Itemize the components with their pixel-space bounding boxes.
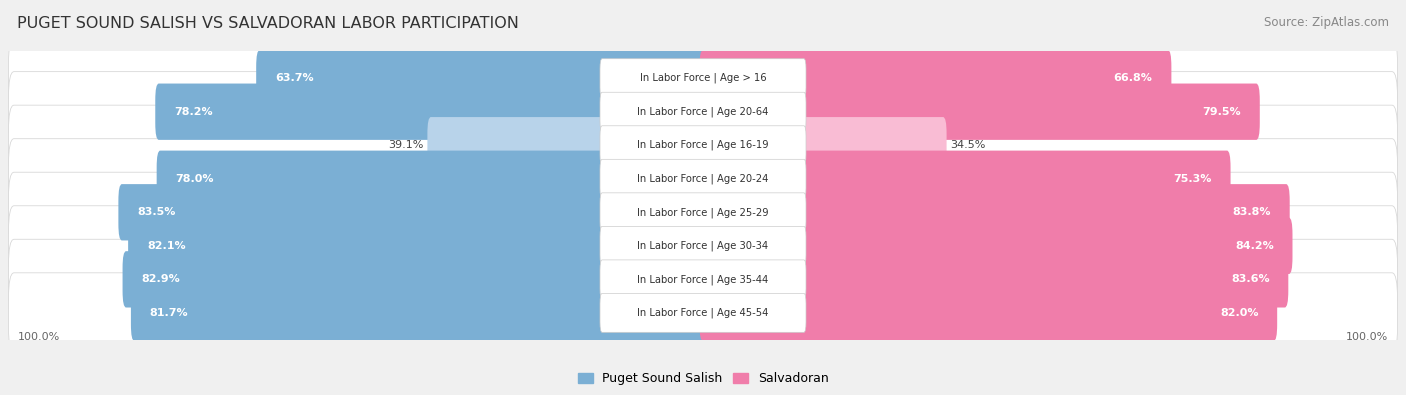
Text: 100.0%: 100.0% — [17, 332, 59, 342]
Text: In Labor Force | Age 20-64: In Labor Force | Age 20-64 — [637, 106, 769, 117]
FancyBboxPatch shape — [427, 117, 706, 173]
Text: In Labor Force | Age > 16: In Labor Force | Age > 16 — [640, 73, 766, 83]
Text: 34.5%: 34.5% — [950, 140, 986, 150]
Text: 78.2%: 78.2% — [174, 107, 212, 117]
FancyBboxPatch shape — [700, 117, 946, 173]
Text: 82.9%: 82.9% — [142, 275, 180, 284]
FancyBboxPatch shape — [700, 251, 1288, 308]
Text: 63.7%: 63.7% — [276, 73, 314, 83]
FancyBboxPatch shape — [8, 172, 1398, 252]
Text: 83.8%: 83.8% — [1233, 207, 1271, 217]
FancyBboxPatch shape — [155, 83, 706, 140]
Text: In Labor Force | Age 30-34: In Labor Force | Age 30-34 — [637, 241, 769, 251]
Text: 81.7%: 81.7% — [149, 308, 188, 318]
FancyBboxPatch shape — [700, 83, 1260, 140]
Text: In Labor Force | Age 16-19: In Labor Force | Age 16-19 — [637, 140, 769, 150]
FancyBboxPatch shape — [700, 50, 1171, 106]
FancyBboxPatch shape — [700, 184, 1289, 241]
Text: In Labor Force | Age 25-29: In Labor Force | Age 25-29 — [637, 207, 769, 218]
FancyBboxPatch shape — [8, 38, 1398, 118]
FancyBboxPatch shape — [8, 239, 1398, 320]
FancyBboxPatch shape — [131, 285, 706, 341]
FancyBboxPatch shape — [118, 184, 706, 241]
FancyBboxPatch shape — [600, 193, 806, 232]
Text: 83.6%: 83.6% — [1230, 275, 1270, 284]
Text: In Labor Force | Age 45-54: In Labor Force | Age 45-54 — [637, 308, 769, 318]
Text: In Labor Force | Age 35-44: In Labor Force | Age 35-44 — [637, 274, 769, 285]
Text: 100.0%: 100.0% — [1347, 332, 1389, 342]
FancyBboxPatch shape — [600, 260, 806, 299]
FancyBboxPatch shape — [122, 251, 706, 308]
Text: 75.3%: 75.3% — [1174, 174, 1212, 184]
Text: 39.1%: 39.1% — [388, 140, 425, 150]
Legend: Puget Sound Salish, Salvadoran: Puget Sound Salish, Salvadoran — [578, 372, 828, 386]
FancyBboxPatch shape — [256, 50, 706, 106]
FancyBboxPatch shape — [600, 92, 806, 131]
FancyBboxPatch shape — [8, 105, 1398, 185]
FancyBboxPatch shape — [700, 150, 1230, 207]
Text: 82.0%: 82.0% — [1220, 308, 1258, 318]
Text: 79.5%: 79.5% — [1202, 107, 1241, 117]
FancyBboxPatch shape — [700, 285, 1277, 341]
FancyBboxPatch shape — [8, 71, 1398, 152]
FancyBboxPatch shape — [600, 226, 806, 265]
Text: 84.2%: 84.2% — [1234, 241, 1274, 251]
FancyBboxPatch shape — [600, 59, 806, 98]
Text: Source: ZipAtlas.com: Source: ZipAtlas.com — [1264, 16, 1389, 29]
FancyBboxPatch shape — [8, 273, 1398, 353]
Text: 83.5%: 83.5% — [138, 207, 176, 217]
Text: PUGET SOUND SALISH VS SALVADORAN LABOR PARTICIPATION: PUGET SOUND SALISH VS SALVADORAN LABOR P… — [17, 16, 519, 31]
FancyBboxPatch shape — [8, 206, 1398, 286]
Text: 66.8%: 66.8% — [1114, 73, 1153, 83]
Text: 78.0%: 78.0% — [176, 174, 214, 184]
FancyBboxPatch shape — [600, 159, 806, 198]
Text: In Labor Force | Age 20-24: In Labor Force | Age 20-24 — [637, 173, 769, 184]
FancyBboxPatch shape — [128, 218, 706, 274]
FancyBboxPatch shape — [8, 139, 1398, 219]
Text: 82.1%: 82.1% — [146, 241, 186, 251]
FancyBboxPatch shape — [600, 126, 806, 165]
FancyBboxPatch shape — [700, 218, 1292, 274]
FancyBboxPatch shape — [600, 293, 806, 332]
FancyBboxPatch shape — [156, 150, 706, 207]
